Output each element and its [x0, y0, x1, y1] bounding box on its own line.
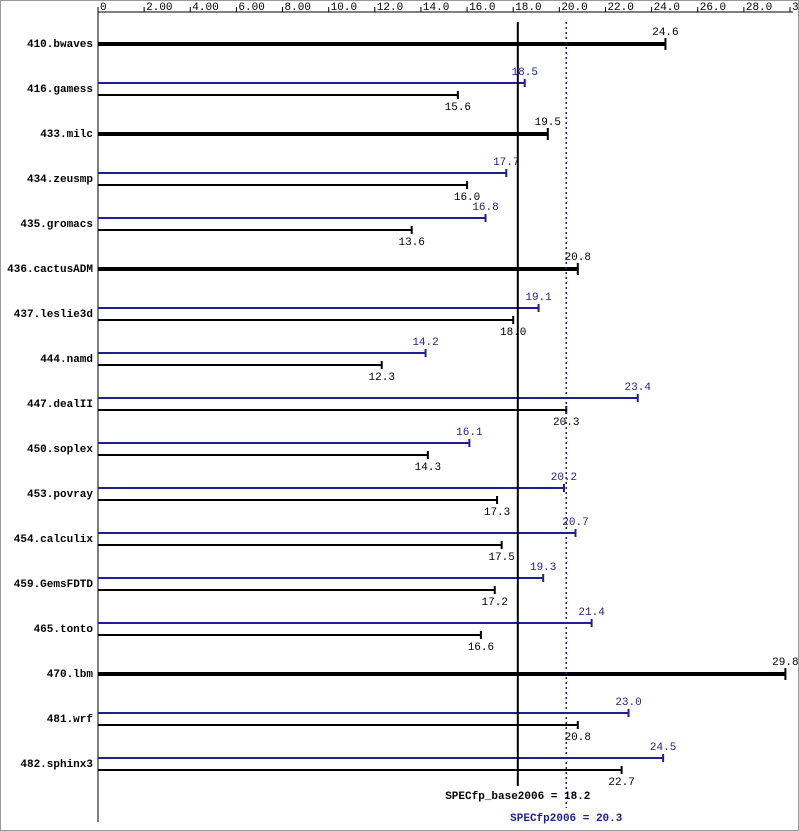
x-tick-label: 8.00	[285, 2, 311, 14]
category-label: 481.wrf	[47, 714, 94, 726]
x-tick-label: 24.0	[654, 2, 680, 14]
x-tick-label: 22.0	[607, 2, 633, 14]
value-label: 20.8	[565, 252, 591, 264]
value-label: 12.3	[369, 372, 395, 384]
value-label: 16.6	[468, 642, 494, 654]
category-label: 435.gromacs	[20, 219, 93, 231]
value-label: 18.0	[500, 327, 526, 339]
x-tick-label: 12.0	[377, 2, 403, 14]
category-label: 410.bwaves	[27, 39, 93, 51]
value-label: 14.2	[412, 337, 438, 349]
x-tick-label: 18.0	[515, 2, 541, 14]
value-label: 13.6	[399, 237, 425, 249]
value-label: 24.5	[650, 742, 676, 754]
value-label: 19.3	[530, 562, 556, 574]
x-tick-label: 14.0	[423, 2, 449, 14]
x-tick-label: 0	[100, 2, 107, 14]
x-tick-label: 6.00	[238, 2, 264, 14]
reference-label: SPECfp2006 = 20.3	[510, 813, 623, 825]
value-label: 19.5	[535, 117, 561, 129]
x-tick-label: 2.00	[146, 2, 172, 14]
value-label: 29.8	[772, 657, 798, 669]
category-label: 465.tonto	[34, 624, 94, 636]
value-label: 21.4	[578, 607, 605, 619]
value-label: 20.2	[551, 472, 577, 484]
category-label: 454.calculix	[14, 534, 94, 546]
category-label: 459.GemsFDTD	[14, 579, 94, 591]
value-label: 14.3	[415, 462, 441, 474]
category-label: 416.gamess	[27, 84, 93, 96]
category-label: 450.soplex	[27, 444, 93, 456]
value-label: 17.5	[488, 552, 514, 564]
x-tick-label: 10.0	[331, 2, 357, 14]
value-label: 23.4	[625, 382, 652, 394]
value-label: 17.7	[493, 157, 519, 169]
category-label: 482.sphinx3	[20, 759, 93, 771]
value-label: 16.0	[454, 192, 480, 204]
value-label: 17.2	[482, 597, 508, 609]
value-label: 24.6	[652, 27, 678, 39]
category-label: 447.dealII	[27, 399, 93, 411]
value-label: 17.3	[484, 507, 510, 519]
category-label: 453.povray	[27, 489, 93, 501]
value-label: 20.8	[565, 732, 591, 744]
reference-label: SPECfp_base2006 = 18.2	[445, 791, 590, 803]
value-label: 19.1	[525, 292, 552, 304]
value-label: 18.5	[512, 67, 538, 79]
value-label: 15.6	[445, 102, 471, 114]
category-label: 433.milc	[40, 129, 93, 141]
value-label: 22.7	[608, 777, 634, 789]
value-label: 23.0	[615, 697, 641, 709]
category-label: 436.cactusADM	[7, 264, 93, 276]
category-label: 434.zeusmp	[27, 174, 93, 186]
value-label: 16.1	[456, 427, 483, 439]
category-label: 437.leslie3d	[14, 309, 93, 321]
value-label: 20.7	[562, 517, 588, 529]
x-tick-label: 20.0	[561, 2, 587, 14]
category-label: 470.lbm	[47, 669, 94, 681]
x-tick-label: 26.0	[700, 2, 726, 14]
value-label: 16.8	[472, 202, 498, 214]
x-tick-label: 30.0	[792, 2, 799, 14]
category-label: 444.namd	[40, 354, 93, 366]
x-tick-label: 28.0	[746, 2, 772, 14]
x-tick-label: 16.0	[469, 2, 495, 14]
x-tick-label: 4.00	[192, 2, 218, 14]
